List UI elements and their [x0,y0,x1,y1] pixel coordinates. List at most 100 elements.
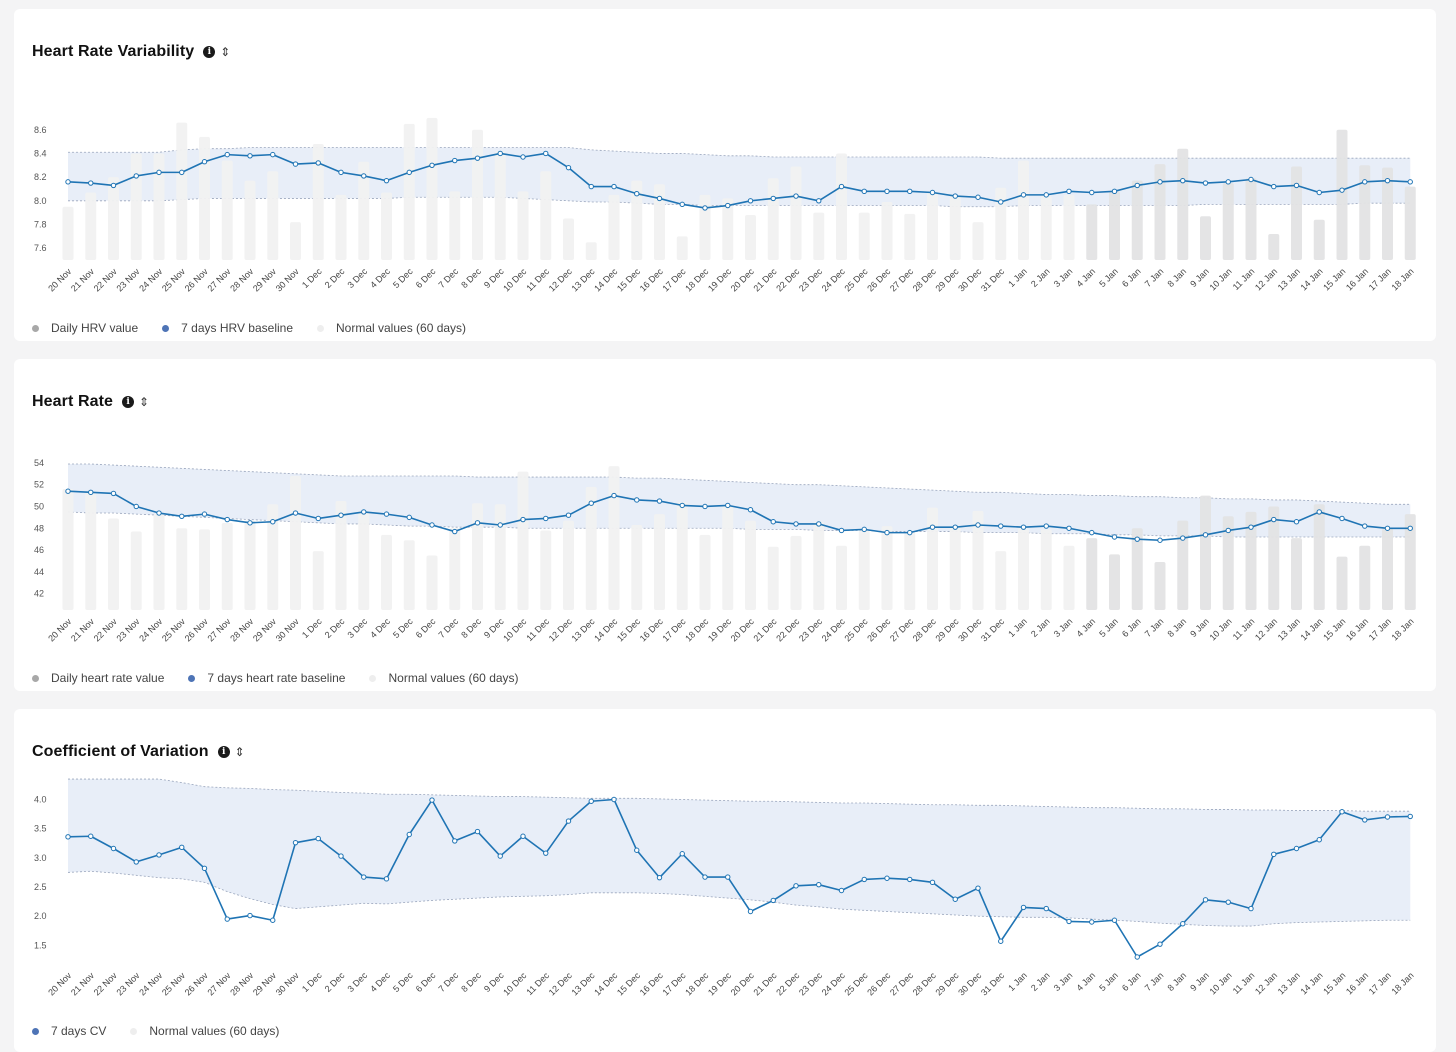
baseline-point [315,160,321,166]
baseline-point [702,874,708,880]
sort-icon[interactable]: ⇕ [220,45,231,59]
baseline-point [1202,532,1209,538]
baseline-point [770,897,776,904]
legend-label: Daily HRV value [51,321,139,335]
daily-bar [1040,529,1052,610]
daily-bar [881,201,893,260]
baseline-point [315,835,321,842]
x-tick-label: 28 Nov [228,970,256,998]
daily-bar [972,222,984,260]
daily-bar [267,504,279,610]
legend-item-baseline[interactable]: 7 days heart rate baseline [188,671,345,685]
sort-icon[interactable]: ⇕ [234,745,245,759]
x-tick-label: 30 Nov [274,616,302,644]
legend-item-normal[interactable]: Normal values (60 days) [369,671,519,685]
baseline-point [1134,182,1140,189]
info-icon[interactable]: i [217,746,230,758]
baseline-line [67,798,1411,958]
baseline-point [292,161,299,167]
info-icon[interactable]: i [203,46,216,58]
baseline-point [1225,179,1231,185]
baseline-point [156,510,162,516]
y-tick-label: 8.4 [34,148,47,158]
daily-bar [517,471,529,610]
baseline-point [543,850,549,856]
legend-label: 7 days heart rate baseline [207,671,346,685]
daily-bar [813,212,825,260]
legend-item-normal[interactable]: Normal values (60 days) [317,321,466,335]
x-tick-label: 24 Dec [820,616,848,644]
daily-bar [1040,196,1052,260]
chart-title: Heart Rate [32,393,114,410]
x-tick-label: 14 Dec [592,266,620,294]
x-tick-label: 26 Nov [183,970,211,998]
daily-bar [358,161,370,260]
daily-bar [722,198,734,260]
legend-item-normal[interactable]: Normal values (60 days) [130,1024,279,1038]
x-tick-label: 1 Dec [300,616,324,640]
daily-bar [221,522,233,610]
baseline-line [67,490,1411,542]
baseline-point [88,180,94,186]
x-tick-label: 6 Jan [1120,970,1143,993]
daily-bar [381,192,392,260]
sort-icon[interactable]: ⇕ [139,395,150,409]
legend-label: Normal values (60 days) [149,1024,280,1038]
y-tick-label: 8.0 [34,196,47,206]
baseline-point [338,512,344,518]
daily-bar [1177,520,1189,610]
baseline-point [1271,183,1277,190]
baseline-point [770,195,776,202]
baseline-point [793,193,799,199]
baseline-point [770,519,776,525]
daily-bar [1222,516,1234,610]
daily-bar [199,529,210,610]
baseline-point [1066,188,1072,195]
x-tick-label: 14 Dec [592,616,620,644]
baseline-point [133,859,139,865]
baseline-point [1225,899,1231,905]
daily-bar [699,534,711,610]
daily-bar [494,504,506,610]
x-tick-label: 6 Dec [414,266,438,290]
daily-bar [540,171,552,260]
baseline-point [543,515,549,522]
x-tick-label: 14 Jan [1298,616,1324,642]
info-icon[interactable]: i [122,396,135,408]
x-tick-label: 8 Dec [459,970,483,994]
baseline-point [679,201,685,208]
daily-bar [972,510,984,610]
x-tick-label: 12 Jan [1253,970,1279,996]
baseline-point [1407,813,1413,820]
y-tick-label: 46 [34,545,44,555]
daily-bar [1404,514,1416,610]
daily-bar [1154,164,1166,260]
legend-item-daily[interactable]: Daily HRV value [32,321,138,335]
baseline-point [611,183,617,190]
x-tick-label: 11 Dec [524,970,551,997]
x-tick-label: 24 Nov [137,616,165,644]
x-tick-label: 1 Dec [300,266,324,290]
daily-bar [312,143,324,260]
baseline-point [975,885,981,891]
baseline-point [406,831,412,838]
x-tick-label: 26 Dec [865,266,893,294]
x-tick-label: 29 Nov [251,616,279,644]
baseline-point [838,183,845,190]
daily-bar [62,489,74,610]
daily-bar [836,153,847,260]
x-tick-label: 20 Dec [729,616,757,644]
legend-item-baseline[interactable]: 7 days HRV baseline [162,321,293,335]
x-tick-label: 4 Jan [1075,616,1098,639]
daily-bar [267,171,279,260]
legend-item-baseline[interactable]: 7 days CV [32,1024,106,1038]
daily-bar [62,206,74,260]
x-tick-label: 18 Jan [1389,970,1415,996]
baseline-point [1248,176,1254,183]
baseline-point [1362,523,1368,529]
x-tick-label: 23 Dec [797,266,825,294]
baseline-point [975,194,981,200]
baseline-point [88,489,94,496]
legend-item-daily[interactable]: Daily heart rate value [32,671,164,685]
